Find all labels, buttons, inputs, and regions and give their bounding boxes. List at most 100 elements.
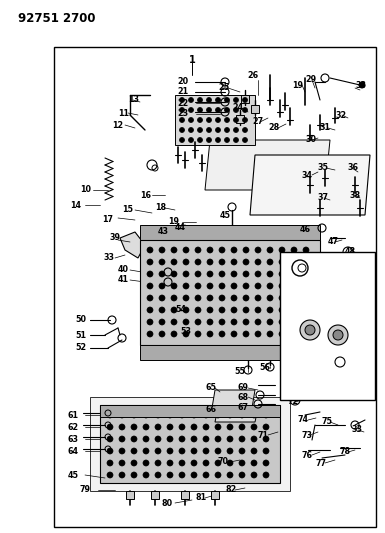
Ellipse shape [291, 307, 297, 313]
Ellipse shape [251, 472, 257, 478]
Ellipse shape [279, 319, 285, 325]
Ellipse shape [189, 127, 194, 133]
Ellipse shape [207, 283, 213, 289]
Text: 33: 33 [352, 425, 363, 434]
Text: 27: 27 [252, 117, 263, 126]
Text: 74: 74 [298, 416, 309, 424]
Ellipse shape [291, 271, 297, 277]
Ellipse shape [239, 424, 245, 430]
Ellipse shape [206, 98, 211, 102]
Ellipse shape [303, 247, 309, 253]
Text: 52: 52 [75, 343, 86, 352]
Ellipse shape [131, 448, 137, 454]
Text: 28: 28 [268, 124, 279, 133]
Text: 39: 39 [110, 233, 121, 243]
Ellipse shape [231, 295, 237, 301]
Polygon shape [215, 408, 258, 422]
Ellipse shape [147, 319, 153, 325]
Ellipse shape [147, 295, 153, 301]
Ellipse shape [303, 319, 309, 325]
Ellipse shape [159, 307, 165, 313]
Ellipse shape [243, 271, 249, 277]
Ellipse shape [203, 412, 209, 418]
Ellipse shape [198, 108, 203, 112]
Ellipse shape [171, 247, 177, 253]
Ellipse shape [215, 460, 221, 466]
Ellipse shape [167, 448, 173, 454]
Ellipse shape [255, 259, 261, 265]
Ellipse shape [155, 412, 161, 418]
Polygon shape [90, 397, 290, 491]
Ellipse shape [227, 460, 233, 466]
Text: 58: 58 [298, 337, 309, 346]
Text: 80: 80 [162, 498, 173, 507]
Ellipse shape [251, 412, 257, 418]
Text: 61: 61 [68, 410, 79, 419]
Ellipse shape [231, 247, 237, 253]
Text: 33: 33 [355, 80, 366, 90]
Ellipse shape [155, 424, 161, 430]
Ellipse shape [243, 331, 249, 337]
Text: 49: 49 [345, 261, 356, 270]
Ellipse shape [233, 127, 238, 133]
Text: 26: 26 [248, 70, 259, 79]
Text: 65: 65 [205, 384, 216, 392]
Ellipse shape [279, 331, 285, 337]
Text: 82: 82 [225, 486, 236, 495]
Ellipse shape [219, 319, 225, 325]
Ellipse shape [203, 460, 209, 466]
Ellipse shape [171, 271, 177, 277]
Ellipse shape [155, 472, 161, 478]
Ellipse shape [291, 259, 297, 265]
Ellipse shape [198, 127, 203, 133]
Ellipse shape [198, 98, 203, 102]
Ellipse shape [291, 319, 297, 325]
Ellipse shape [198, 117, 203, 123]
Polygon shape [140, 225, 320, 240]
Ellipse shape [243, 319, 249, 325]
Text: 29: 29 [305, 76, 316, 85]
Text: 55: 55 [234, 367, 246, 376]
Ellipse shape [183, 319, 189, 325]
Ellipse shape [119, 424, 125, 430]
Text: 51: 51 [75, 330, 86, 340]
Ellipse shape [143, 448, 149, 454]
Ellipse shape [119, 460, 125, 466]
Polygon shape [175, 95, 255, 145]
Ellipse shape [279, 271, 285, 277]
Ellipse shape [328, 325, 348, 345]
Ellipse shape [191, 460, 197, 466]
Ellipse shape [107, 424, 113, 430]
Ellipse shape [291, 295, 297, 301]
Ellipse shape [233, 138, 238, 142]
Ellipse shape [183, 307, 189, 313]
Text: 35: 35 [318, 164, 329, 173]
Ellipse shape [171, 259, 177, 265]
Text: 72: 72 [288, 398, 299, 407]
Ellipse shape [243, 307, 249, 313]
Text: 17: 17 [102, 215, 113, 224]
Ellipse shape [167, 412, 173, 418]
Ellipse shape [195, 259, 201, 265]
Text: 45: 45 [219, 211, 231, 220]
Text: 66: 66 [205, 406, 216, 415]
Ellipse shape [263, 448, 269, 454]
Ellipse shape [147, 271, 153, 277]
Ellipse shape [195, 319, 201, 325]
Ellipse shape [267, 307, 273, 313]
Ellipse shape [303, 295, 309, 301]
Ellipse shape [243, 138, 248, 142]
Ellipse shape [191, 472, 197, 478]
Ellipse shape [203, 436, 209, 442]
Ellipse shape [243, 259, 249, 265]
Ellipse shape [227, 424, 233, 430]
Ellipse shape [179, 98, 184, 102]
Ellipse shape [119, 448, 125, 454]
Ellipse shape [219, 247, 225, 253]
Text: 37: 37 [318, 193, 329, 203]
Bar [211, 491, 219, 499]
Text: 71: 71 [258, 431, 269, 440]
Ellipse shape [159, 283, 165, 289]
Ellipse shape [255, 319, 261, 325]
Ellipse shape [255, 295, 261, 301]
